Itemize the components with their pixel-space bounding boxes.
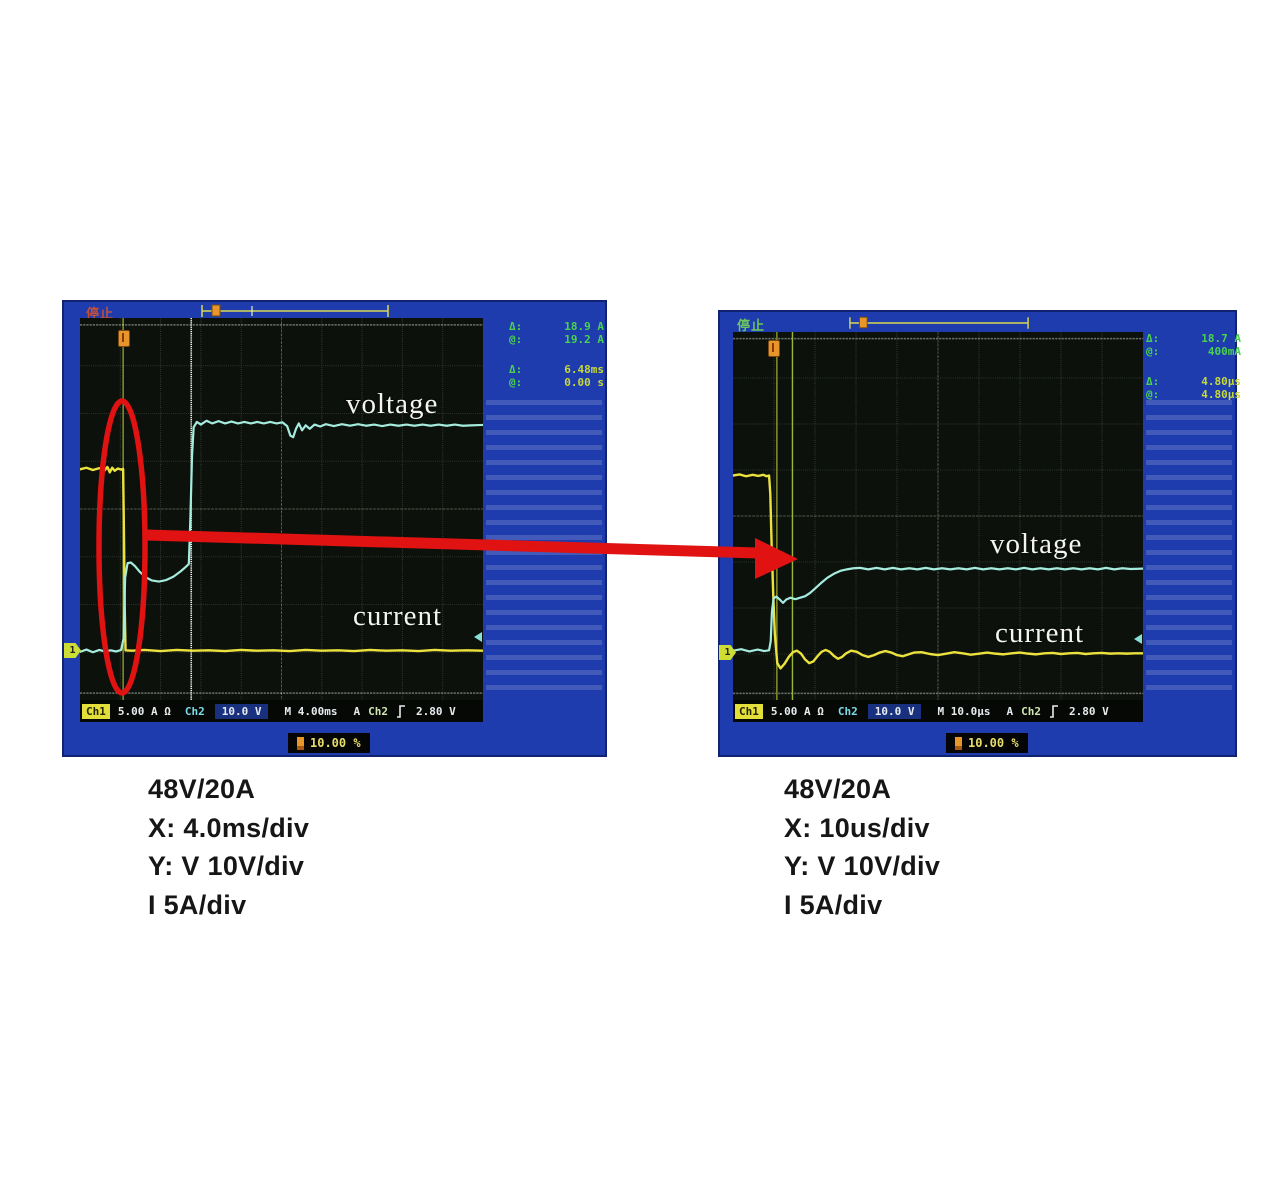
delta-amp-value: 18.7 A <box>1201 332 1241 345</box>
ch2-level-marker-icon <box>474 632 482 642</box>
at-symbol: @: <box>1146 345 1160 358</box>
trigger-slope-icon <box>1049 704 1058 718</box>
at-time-value: 4.80μs <box>1201 388 1241 401</box>
ch2-label: Ch2 <box>837 704 858 718</box>
ch1-badge: Ch1 <box>82 703 110 719</box>
scope-status-bar: Ch1 5.00 A Ω Ch2 10.0 V M 4.00ms A Ch2 2… <box>80 700 483 722</box>
trigger-position-icon <box>297 736 304 750</box>
scope-status-bar: Ch1 5.00 A Ω Ch2 10.0 V M 10.0μs A Ch2 2… <box>733 700 1143 722</box>
trigger-slope-icon <box>396 704 405 718</box>
caption-rating: 48V/20A <box>784 774 892 804</box>
record-window-bracket <box>849 316 1029 329</box>
trigger-source: Ch2 <box>368 704 388 718</box>
cursor-readout-panel: Δ: 18.7 A @: 400mA Δ: 4.80μs @: 4.80μs <box>1146 332 1241 401</box>
current-trace <box>733 474 1143 668</box>
trigger-level: 2.80 V <box>415 704 456 718</box>
caption-i-scale: I 5A/div <box>148 889 247 920</box>
timebase-readout: M 4.00ms <box>284 704 338 718</box>
caption-y-scale: Y: V 10V/div <box>148 851 305 881</box>
timebase-readout: M 10.0μs <box>937 704 991 718</box>
delta-time-value: 6.48ms <box>564 363 604 376</box>
caption-x-scale: X: 4.0ms/div <box>148 812 310 843</box>
caption-x-scale: X: 10us/div <box>784 812 930 843</box>
current-label: current <box>353 600 443 632</box>
caption-left: 48V/20A X: 4.0ms/div Y: V 10V/div I 5A/d… <box>148 770 478 924</box>
at-symbol: @: <box>509 376 523 389</box>
caption-i-scale: I 5A/div <box>784 889 883 920</box>
ch2-label: Ch2 <box>184 704 205 718</box>
ch2-scale: 10.0 V <box>867 703 922 719</box>
delta-symbol: Δ: <box>1146 332 1160 345</box>
trigger-mode: A <box>1006 704 1014 718</box>
trigger-position-badge: 10.00 % <box>946 733 1028 753</box>
oscilloscope-screen-zoom: 停止 v <box>718 310 1241 757</box>
current-label: current <box>995 617 1085 649</box>
waveform-plot-right <box>733 332 1143 700</box>
channel-1-marker: 1 <box>719 645 736 660</box>
trigger-position-value: 10.00 % <box>968 736 1019 750</box>
channel-1-marker: 1 <box>64 643 81 658</box>
ch2-level-marker-icon <box>1134 634 1142 644</box>
caption-y-scale: Y: V 10V/div <box>784 851 941 881</box>
cursor-readout-panel: Δ: 18.9 A @: 19.2 A Δ: 6.48ms @: 0.00 s <box>509 320 604 389</box>
voltage-label: voltage <box>346 388 439 420</box>
at-symbol: @: <box>1146 388 1160 401</box>
waveform-display-left: voltage current <box>80 318 483 700</box>
delta-amp-value: 18.9 A <box>564 320 604 333</box>
trigger-position-value: 10.00 % <box>310 736 361 750</box>
voltage-trace <box>733 568 1143 652</box>
record-window-bracket <box>201 304 389 317</box>
screen-glare <box>1146 400 1232 690</box>
ch2-scale: 10.0 V <box>214 703 269 719</box>
trigger-source: Ch2 <box>1021 704 1041 718</box>
ch1-scale: 5.00 A Ω <box>770 704 824 718</box>
ch1-badge: Ch1 <box>735 703 763 719</box>
waveform-plot-left <box>80 318 483 700</box>
delta-symbol: Δ: <box>509 320 523 333</box>
trigger-marker-icon <box>768 340 780 357</box>
trigger-position-icon <box>955 736 962 750</box>
trigger-time-marker-icon <box>859 316 868 329</box>
delta-symbol: Δ: <box>1146 375 1160 388</box>
at-symbol: @: <box>509 333 523 346</box>
trigger-level: 2.80 V <box>1068 704 1109 718</box>
at-amp-value: 19.2 A <box>564 333 604 346</box>
trigger-position-badge: 10.00 % <box>288 733 370 753</box>
trigger-marker-icon <box>118 330 130 347</box>
caption-right: 48V/20A X: 10us/div Y: V 10V/div I 5A/di… <box>784 770 1114 924</box>
trigger-mode: A <box>353 704 361 718</box>
voltage-label: voltage <box>990 528 1083 560</box>
at-amp-value: 400mA <box>1207 345 1241 358</box>
ch1-scale: 5.00 A Ω <box>117 704 171 718</box>
waveform-display-right: voltage current <box>733 332 1143 700</box>
acquisition-state-label: 停止 <box>737 319 766 334</box>
delta-time-value: 4.80μs <box>1201 375 1241 388</box>
at-time-value: 0.00 s <box>564 376 604 389</box>
oscilloscope-screen-overview: 停止 <box>62 300 607 757</box>
caption-rating: 48V/20A <box>148 774 256 804</box>
delta-symbol: Δ: <box>509 363 523 376</box>
trigger-time-marker-icon <box>211 304 221 317</box>
screen-glare <box>486 400 602 695</box>
